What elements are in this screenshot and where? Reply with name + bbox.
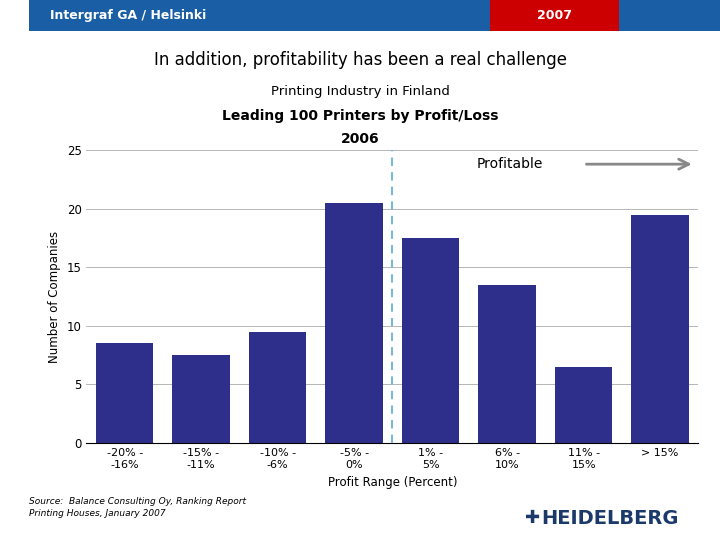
Bar [249,332,306,443]
Text: In addition, profitability has been a real challenge: In addition, profitability has been a re… [153,51,567,69]
Bar [173,355,230,443]
Bar [555,367,612,443]
Bar [96,343,153,443]
Text: 2006: 2006 [341,132,379,146]
Bar [490,0,619,31]
Bar [631,214,689,443]
Bar [479,285,536,443]
X-axis label: Profit Range (Percent): Profit Range (Percent) [328,476,457,489]
Text: Leading 100 Printers by Profit/Loss: Leading 100 Printers by Profit/Loss [222,109,498,123]
Text: ✚: ✚ [525,509,540,527]
Text: Profitable: Profitable [477,157,543,171]
Y-axis label: Number of Companies: Number of Companies [48,231,61,362]
Bar [325,203,383,443]
Text: Printing Industry in Finland: Printing Industry in Finland [271,85,449,98]
Text: HEIDELBERG: HEIDELBERG [541,509,679,528]
Text: Intergraf GA / Helsinki: Intergraf GA / Helsinki [50,9,207,22]
Text: 2007: 2007 [537,9,572,22]
Text: Source:  Balance Consulting Oy, Ranking Report
Printing Houses, January 2007: Source: Balance Consulting Oy, Ranking R… [29,497,246,518]
Bar [402,238,459,443]
